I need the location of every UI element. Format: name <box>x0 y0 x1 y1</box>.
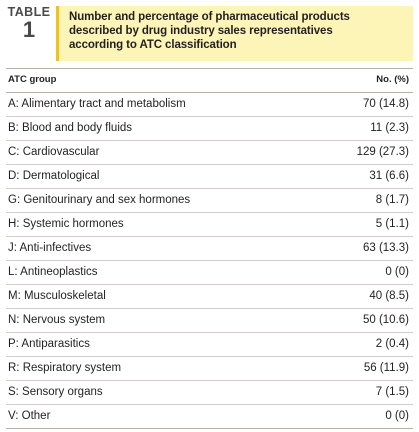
row-group-label: N: Nervous system <box>8 314 106 326</box>
caption-line-1: Number and percentage of pharmaceutical … <box>69 11 350 23</box>
row-value: 40 (8.5) <box>369 290 409 302</box>
row-group-label: L: Antineoplastics <box>8 266 98 278</box>
table-row: J: Anti-infectives 63 (13.3) <box>6 237 413 261</box>
row-value: 56 (11.9) <box>363 362 409 374</box>
row-group-label: H: Systemic hormones <box>8 218 124 230</box>
data-table: ATC group No. (%) A: Alimentary tract an… <box>6 68 413 429</box>
row-group-label: R: Respiratory system <box>8 362 122 374</box>
table-row: V: Other 0 (0) <box>6 405 413 429</box>
table-row: S: Sensory organs 7 (1.5) <box>6 381 413 405</box>
row-group-label: V: Other <box>8 410 51 422</box>
table-row: D: Dermatological 31 (6.6) <box>6 165 413 189</box>
table-row: N: Nervous system 50 (10.6) <box>6 309 413 333</box>
top-rule <box>6 68 413 69</box>
row-value: 0 (0) <box>385 266 409 278</box>
table-header: TABLE 1 Number and percentage of pharmac… <box>0 0 419 68</box>
row-value: 0 (0) <box>385 410 409 422</box>
row-value: 63 (13.3) <box>362 242 409 254</box>
table-row: B: Blood and body fluids 11 (2.3) <box>6 117 413 141</box>
row-group-label: G: Genitourinary and sex hormones <box>8 194 191 206</box>
table-tag: TABLE 1 <box>5 6 53 41</box>
row-group-label: P: Antiparasitics <box>8 338 90 350</box>
row-value: 31 (6.6) <box>369 170 409 182</box>
row-value: 2 (0.4) <box>375 338 409 350</box>
row-value: 70 (14.8) <box>362 98 409 110</box>
table-row: G: Genitourinary and sex hormones 8 (1.7… <box>6 189 413 213</box>
row-group-label: B: Blood and body fluids <box>8 122 133 134</box>
row-value: 8 (1.7) <box>375 194 409 206</box>
table-row: A: Alimentary tract and metabolism 70 (1… <box>6 93 413 117</box>
table-row: P: Antiparasitics 2 (0.4) <box>6 333 413 357</box>
row-group-label: S: Sensory organs <box>8 386 103 398</box>
table-tag-word: TABLE <box>7 5 51 19</box>
row-value: 129 (27.3) <box>356 146 409 158</box>
caption-line-2: described by drug industry sales represe… <box>69 25 333 37</box>
column-header-number-percent: No. (%) <box>376 74 409 85</box>
row-group-label: A: Alimentary tract and metabolism <box>8 98 186 110</box>
row-value: 11 (2.3) <box>370 122 409 134</box>
table-row: H: Systemic hormones 5 (1.1) <box>6 213 413 237</box>
row-value: 7 (1.5) <box>375 386 409 398</box>
row-group-label: D: Dermatological <box>8 170 100 182</box>
caption-line-3: according to ATC classification <box>69 39 237 51</box>
row-group-label: M: Musculoskeletal <box>8 290 106 302</box>
table-row: L: Antineoplastics 0 (0) <box>6 261 413 285</box>
table-row: M: Musculoskeletal 40 (8.5) <box>6 285 413 309</box>
column-header-row: ATC group No. (%) <box>6 69 413 93</box>
table-row: C: Cardiovascular 129 (27.3) <box>6 141 413 165</box>
table-caption: Number and percentage of pharmaceutical … <box>56 6 413 61</box>
column-header-atc-group: ATC group <box>8 74 57 85</box>
row-value: 5 (1.1) <box>375 218 409 230</box>
row-group-label: C: Cardiovascular <box>8 146 100 158</box>
table-tag-number: 1 <box>22 17 36 42</box>
row-value: 50 (10.6) <box>362 314 409 326</box>
row-group-label: J: Anti-infectives <box>8 242 92 254</box>
table-row: R: Respiratory system 56 (11.9) <box>6 357 413 381</box>
